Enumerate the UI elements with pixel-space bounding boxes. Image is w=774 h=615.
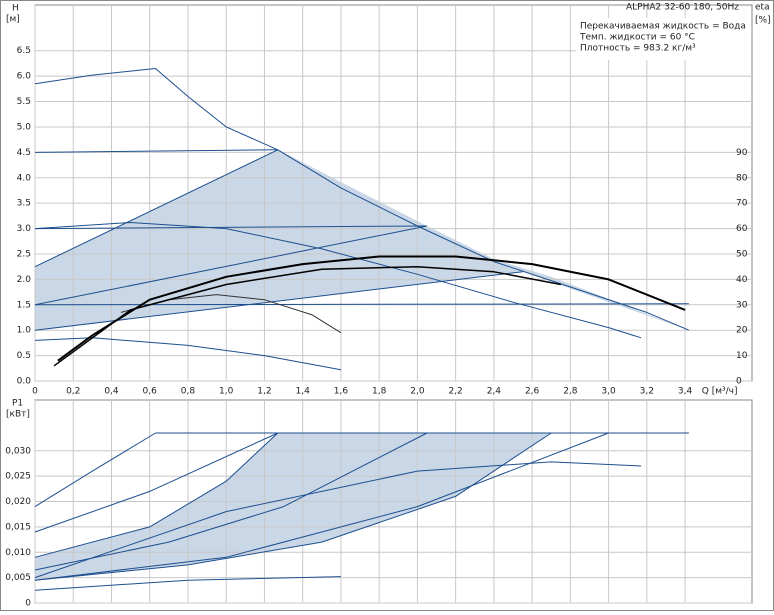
curve <box>34 149 278 153</box>
y2-axis-label: eta <box>755 3 770 13</box>
y2-tick-label: 0 <box>736 377 742 387</box>
x-tick-label: 2,2 <box>448 387 462 397</box>
x-tick-label: 0,4 <box>104 387 119 397</box>
y2-tick-label: 80 <box>736 173 748 183</box>
curve <box>34 225 428 230</box>
y-tick-label: 0,010 <box>5 548 31 558</box>
x-tick-label: 0,6 <box>143 387 158 397</box>
y-axis-unit: [кВт] <box>6 410 30 420</box>
y-tick-label: 0,025 <box>5 472 31 482</box>
x-tick-label: 0 <box>32 387 38 397</box>
info-box <box>576 18 751 60</box>
y-tick-label: 1.5 <box>17 300 31 310</box>
y-tick-label: 0.0 <box>17 377 32 387</box>
y-tick-label: 1.0 <box>17 326 32 336</box>
y-tick-label: 0,015 <box>5 522 31 532</box>
curve <box>34 432 552 581</box>
curve <box>34 432 156 508</box>
x-tick-label: 3,0 <box>601 387 616 397</box>
curve <box>34 576 341 591</box>
y-tick-label: 2.5 <box>17 249 31 259</box>
curve <box>34 432 279 533</box>
x-axis-label: Q [м³/ч] <box>702 387 738 397</box>
y-tick-label: 0.5 <box>17 351 31 361</box>
y2-tick-label: 70 <box>736 199 748 209</box>
y-tick-label: 4.5 <box>17 148 31 158</box>
y-tick-label: 5.5 <box>17 97 31 107</box>
x-tick-label: 1,4 <box>296 387 311 397</box>
temp: Темп. жидкости = 60 °C <box>579 33 695 43</box>
x-tick-label: 0,8 <box>181 387 196 397</box>
y-tick-label: 3.5 <box>17 199 31 209</box>
y-axis-label: H <box>12 4 19 14</box>
curve <box>34 432 279 558</box>
y-tick-label: 0 <box>25 599 31 609</box>
curve <box>34 225 428 306</box>
y-tick-label: 6.0 <box>17 72 32 82</box>
plot-area <box>34 4 753 382</box>
y-tick-label: 3.0 <box>17 224 32 234</box>
y2-axis-unit: [%] <box>755 16 771 26</box>
x-tick-label: 1,6 <box>334 387 349 397</box>
x-tick-label: 1,2 <box>257 387 271 397</box>
y-axis-unit: [м] <box>6 15 20 25</box>
y-tick-label: 6.5 <box>17 46 31 56</box>
y2-tick-label: 60 <box>736 224 748 234</box>
curve <box>34 149 279 268</box>
curve <box>34 432 428 571</box>
x-tick-label: 1,0 <box>219 387 234 397</box>
x-tick-label: 2,8 <box>563 387 578 397</box>
curve <box>34 222 642 339</box>
liquid: Перекачиваемая жидкость = Вода <box>580 22 746 32</box>
y2-tick-label: 30 <box>736 300 748 310</box>
y-axis-label: P1 <box>12 399 23 409</box>
curve <box>34 337 341 371</box>
y2-tick-label: 20 <box>736 326 748 336</box>
density: Плотность = 983.2 кг/м³ <box>580 44 696 54</box>
model: ALPHA2 32-60 180, 50Hz <box>626 3 739 13</box>
x-tick-label: 0,2 <box>66 387 80 397</box>
y-tick-label: 0,020 <box>5 497 31 507</box>
y2-tick-label: 40 <box>736 275 748 285</box>
y-tick-label: 4.0 <box>17 173 32 183</box>
x-tick-label: 2,4 <box>487 387 502 397</box>
curve <box>34 432 609 581</box>
curve <box>34 461 642 579</box>
x-tick-label: 3,4 <box>678 387 693 397</box>
y-tick-label: 5.0 <box>17 122 32 132</box>
curve <box>34 303 689 306</box>
y2-tick-label: 90 <box>736 148 748 158</box>
x-tick-label: 2,6 <box>525 387 540 397</box>
y2-tick-label: 10 <box>736 351 748 361</box>
curve <box>34 68 690 331</box>
y-tick-label: 0,005 <box>5 573 31 583</box>
y-tick-label: 0,030 <box>5 446 31 456</box>
x-tick-label: 3,2 <box>640 387 654 397</box>
y-tick-label: 2.0 <box>17 275 32 285</box>
curve <box>53 265 561 367</box>
y2-tick-label: 50 <box>736 249 748 259</box>
x-tick-label: 2,0 <box>410 387 425 397</box>
x-tick-label: 1,8 <box>372 387 387 397</box>
